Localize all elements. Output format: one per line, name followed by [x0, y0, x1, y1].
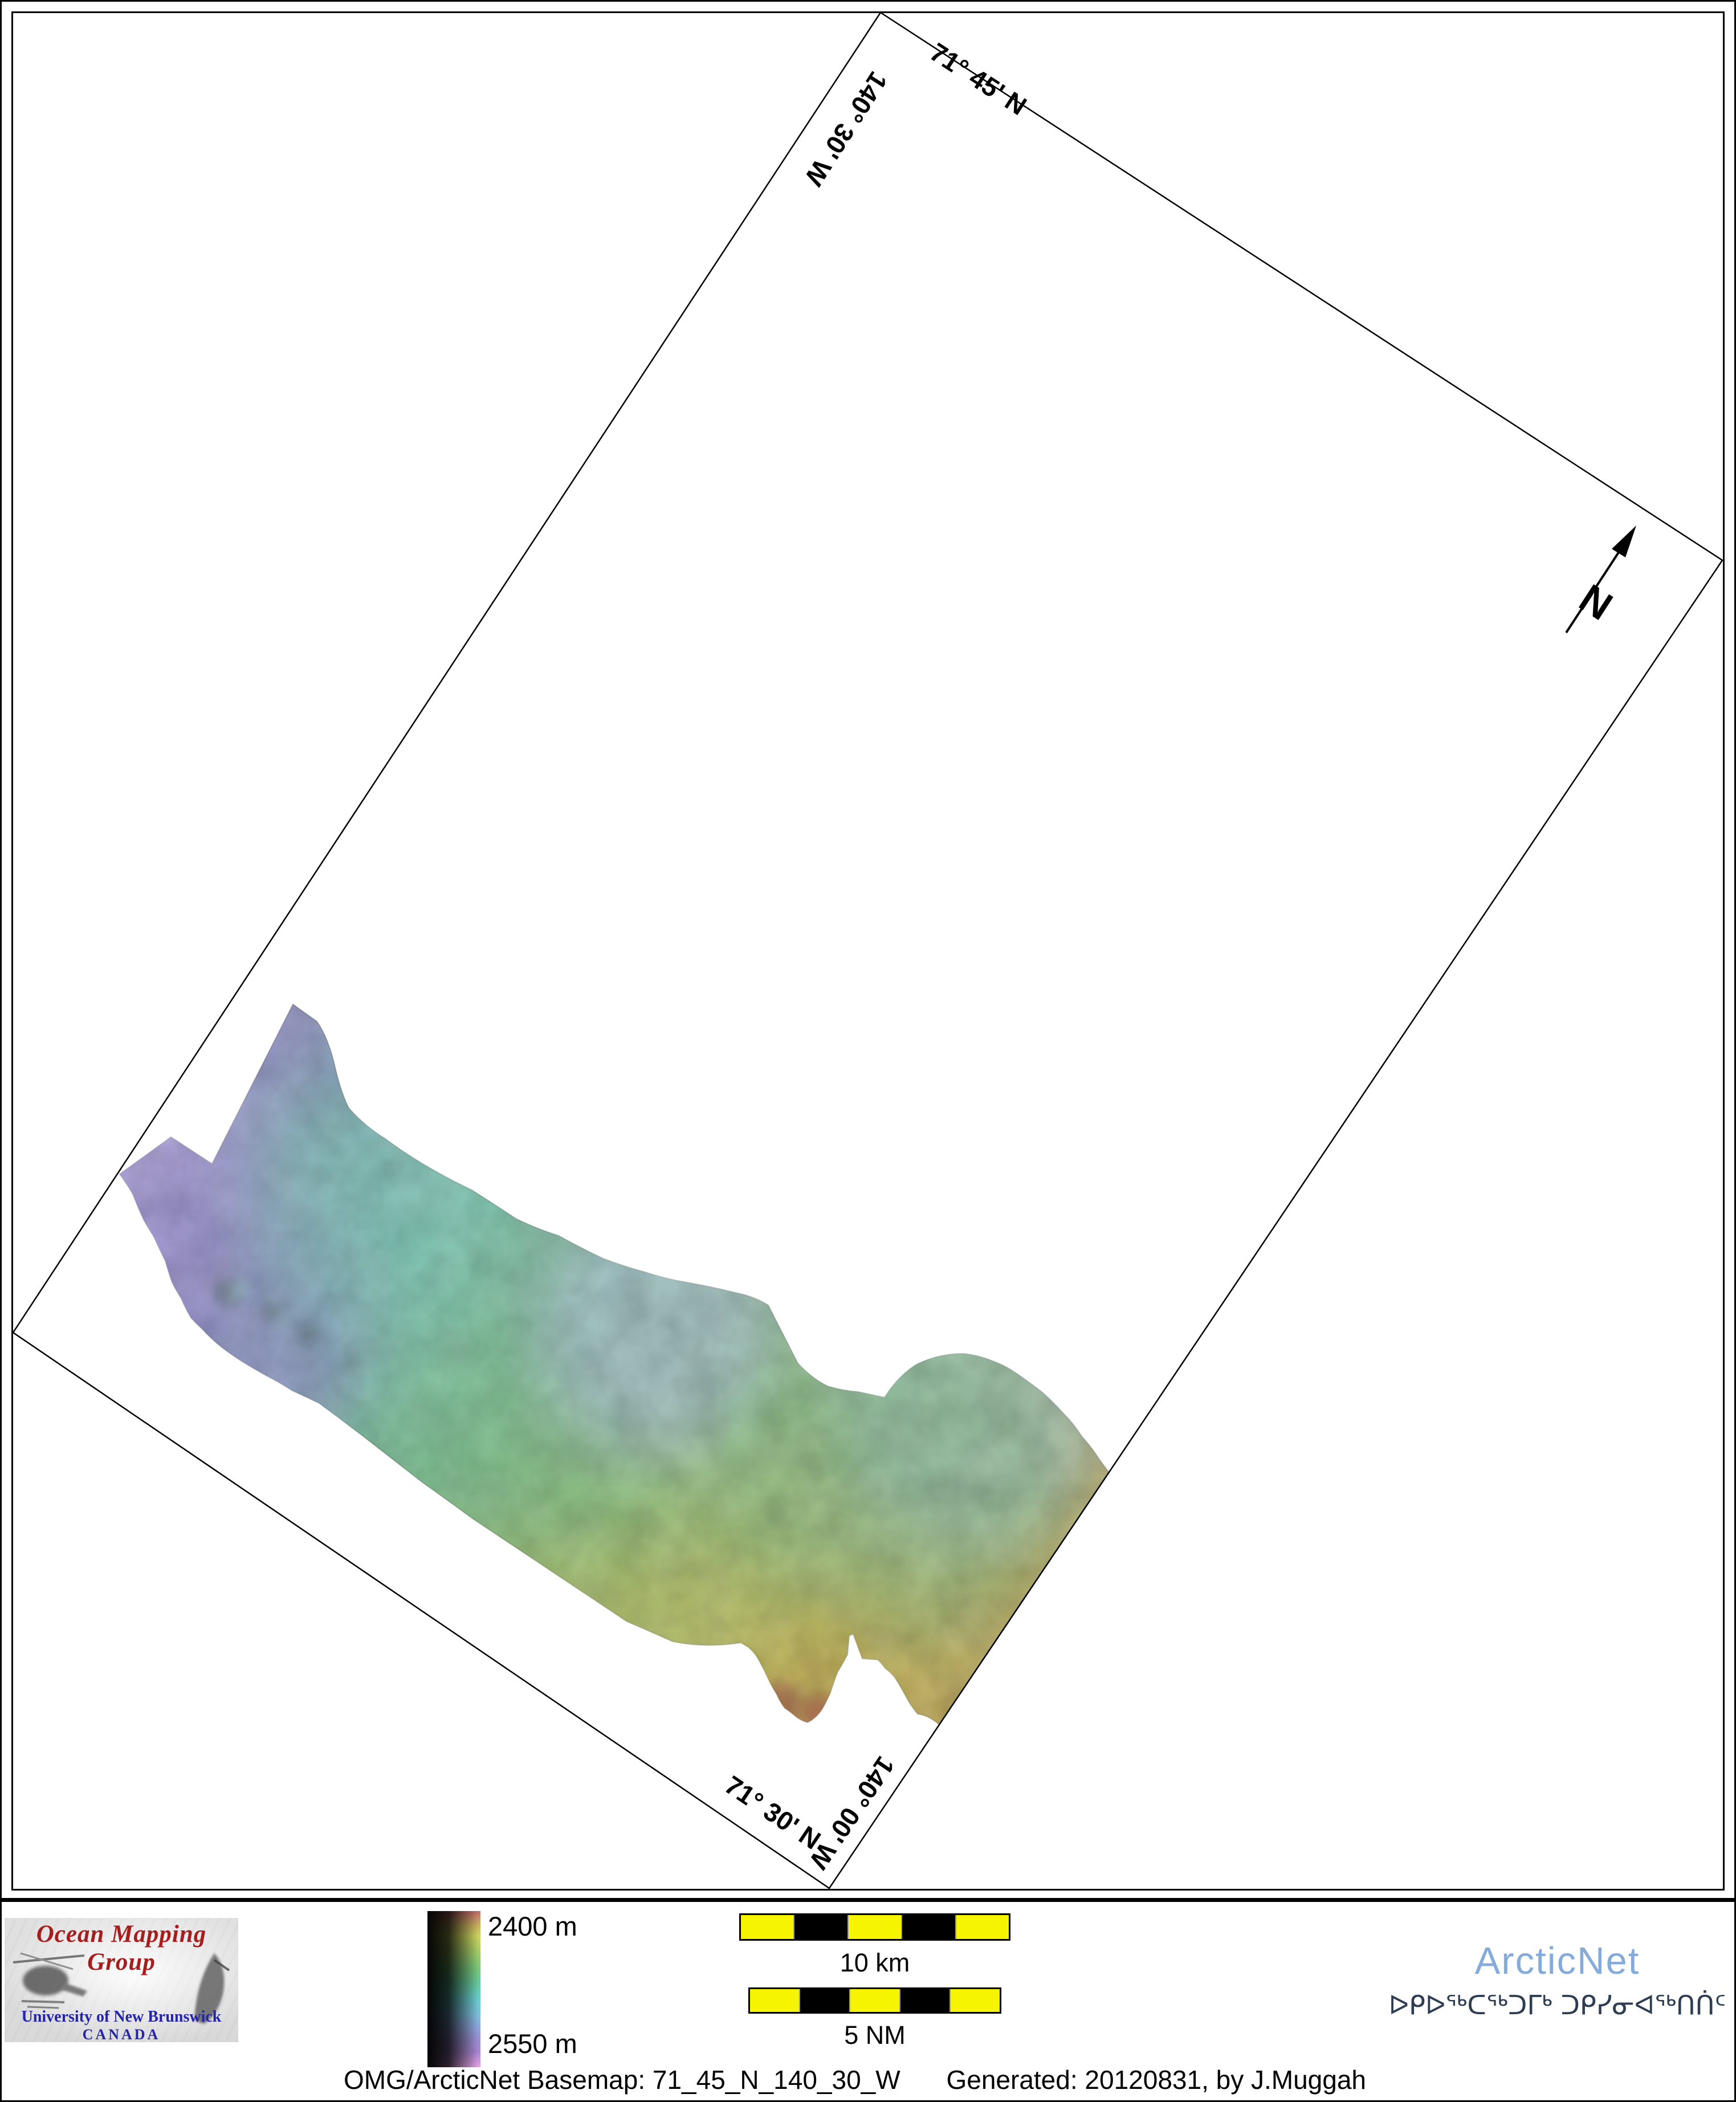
depth-colorbar: [427, 1911, 480, 2067]
arcticnet-inuktitut: ᐅᑭᐅᖅᑕᖅᑐᒥᒃ ᑐᑭᓯᓂᐊᖅᑎᑏᑦ: [1388, 1990, 1726, 2020]
scalebar-segment: [849, 1989, 899, 2012]
north-arrow-label: N: [1572, 576, 1620, 629]
scalebar-segment: [793, 1915, 847, 1939]
map-clip-group: [119, 1004, 1146, 1773]
scalebar-km-label: 10 km: [840, 1948, 910, 1977]
scalebar-km: [739, 1913, 1010, 1941]
map-canvas: 71° 45' N 140° 30' W 71° 30' N 140° 00' …: [11, 11, 1725, 1891]
omg-logo: Ocean Mapping Group University of New Br…: [5, 1918, 238, 2042]
scalebar-nm-label: 5 NM: [844, 2020, 906, 2050]
helicopter-icon: [13, 1952, 87, 2009]
scalebar-nm: [748, 1987, 1001, 2014]
label-latitude-top: 71° 45' N: [925, 37, 1032, 121]
scalebar-segment: [955, 1915, 1009, 1939]
omg-country: CANADA: [82, 2026, 161, 2042]
north-arrow: N: [1565, 526, 1636, 634]
arcticnet-logo: ArcticNet ᐅᑭᐅᖅᑕᖅᑐᒥᒃ ᑐᑭᓯᓂᐊᖅᑎᑏᑦ: [1379, 1939, 1735, 2020]
omg-title: Ocean Mapping Group: [36, 1921, 207, 1975]
ship-icon: [194, 1953, 230, 2024]
scalebar-segment: [799, 1989, 849, 2012]
north-arrow-head: [1612, 526, 1636, 557]
map-frame: [11, 11, 1725, 1891]
depth-bottom-label: 2550 m: [488, 2028, 577, 2059]
scalebar-segment: [847, 1915, 902, 1939]
scalebar-segment: [750, 1989, 799, 2012]
scalebar-segment: [741, 1915, 794, 1939]
caption-basemap: OMG/ArcticNet Basemap: 71_45_N_140_30_W: [343, 2065, 900, 2095]
map-caption: OMG/ArcticNet Basemap: 71_45_N_140_30_W …: [0, 2064, 1710, 2095]
label-longitude-left: 140° 30' W: [799, 67, 894, 192]
scalebar-segment: [899, 1989, 949, 2012]
label-latitude-bottom: 71° 30' N: [719, 1770, 826, 1855]
footer-separator: [0, 1898, 1736, 1902]
label-longitude-bottom: 140° 00' W: [804, 1751, 900, 1875]
survey-boundary: [12, 11, 1723, 1889]
scalebar-segment: [901, 1915, 955, 1939]
depth-top-label: 2400 m: [488, 1911, 577, 1941]
bathymetry-shading: [120, 1004, 1146, 1773]
omg-university: University of New Brunswick: [21, 2008, 222, 2026]
arcticnet-name: ArcticNet: [1474, 1940, 1640, 1982]
caption-generated: Generated: 20120831, by J.Muggah: [946, 2065, 1367, 2095]
scalebar-segment: [949, 1989, 1000, 2012]
